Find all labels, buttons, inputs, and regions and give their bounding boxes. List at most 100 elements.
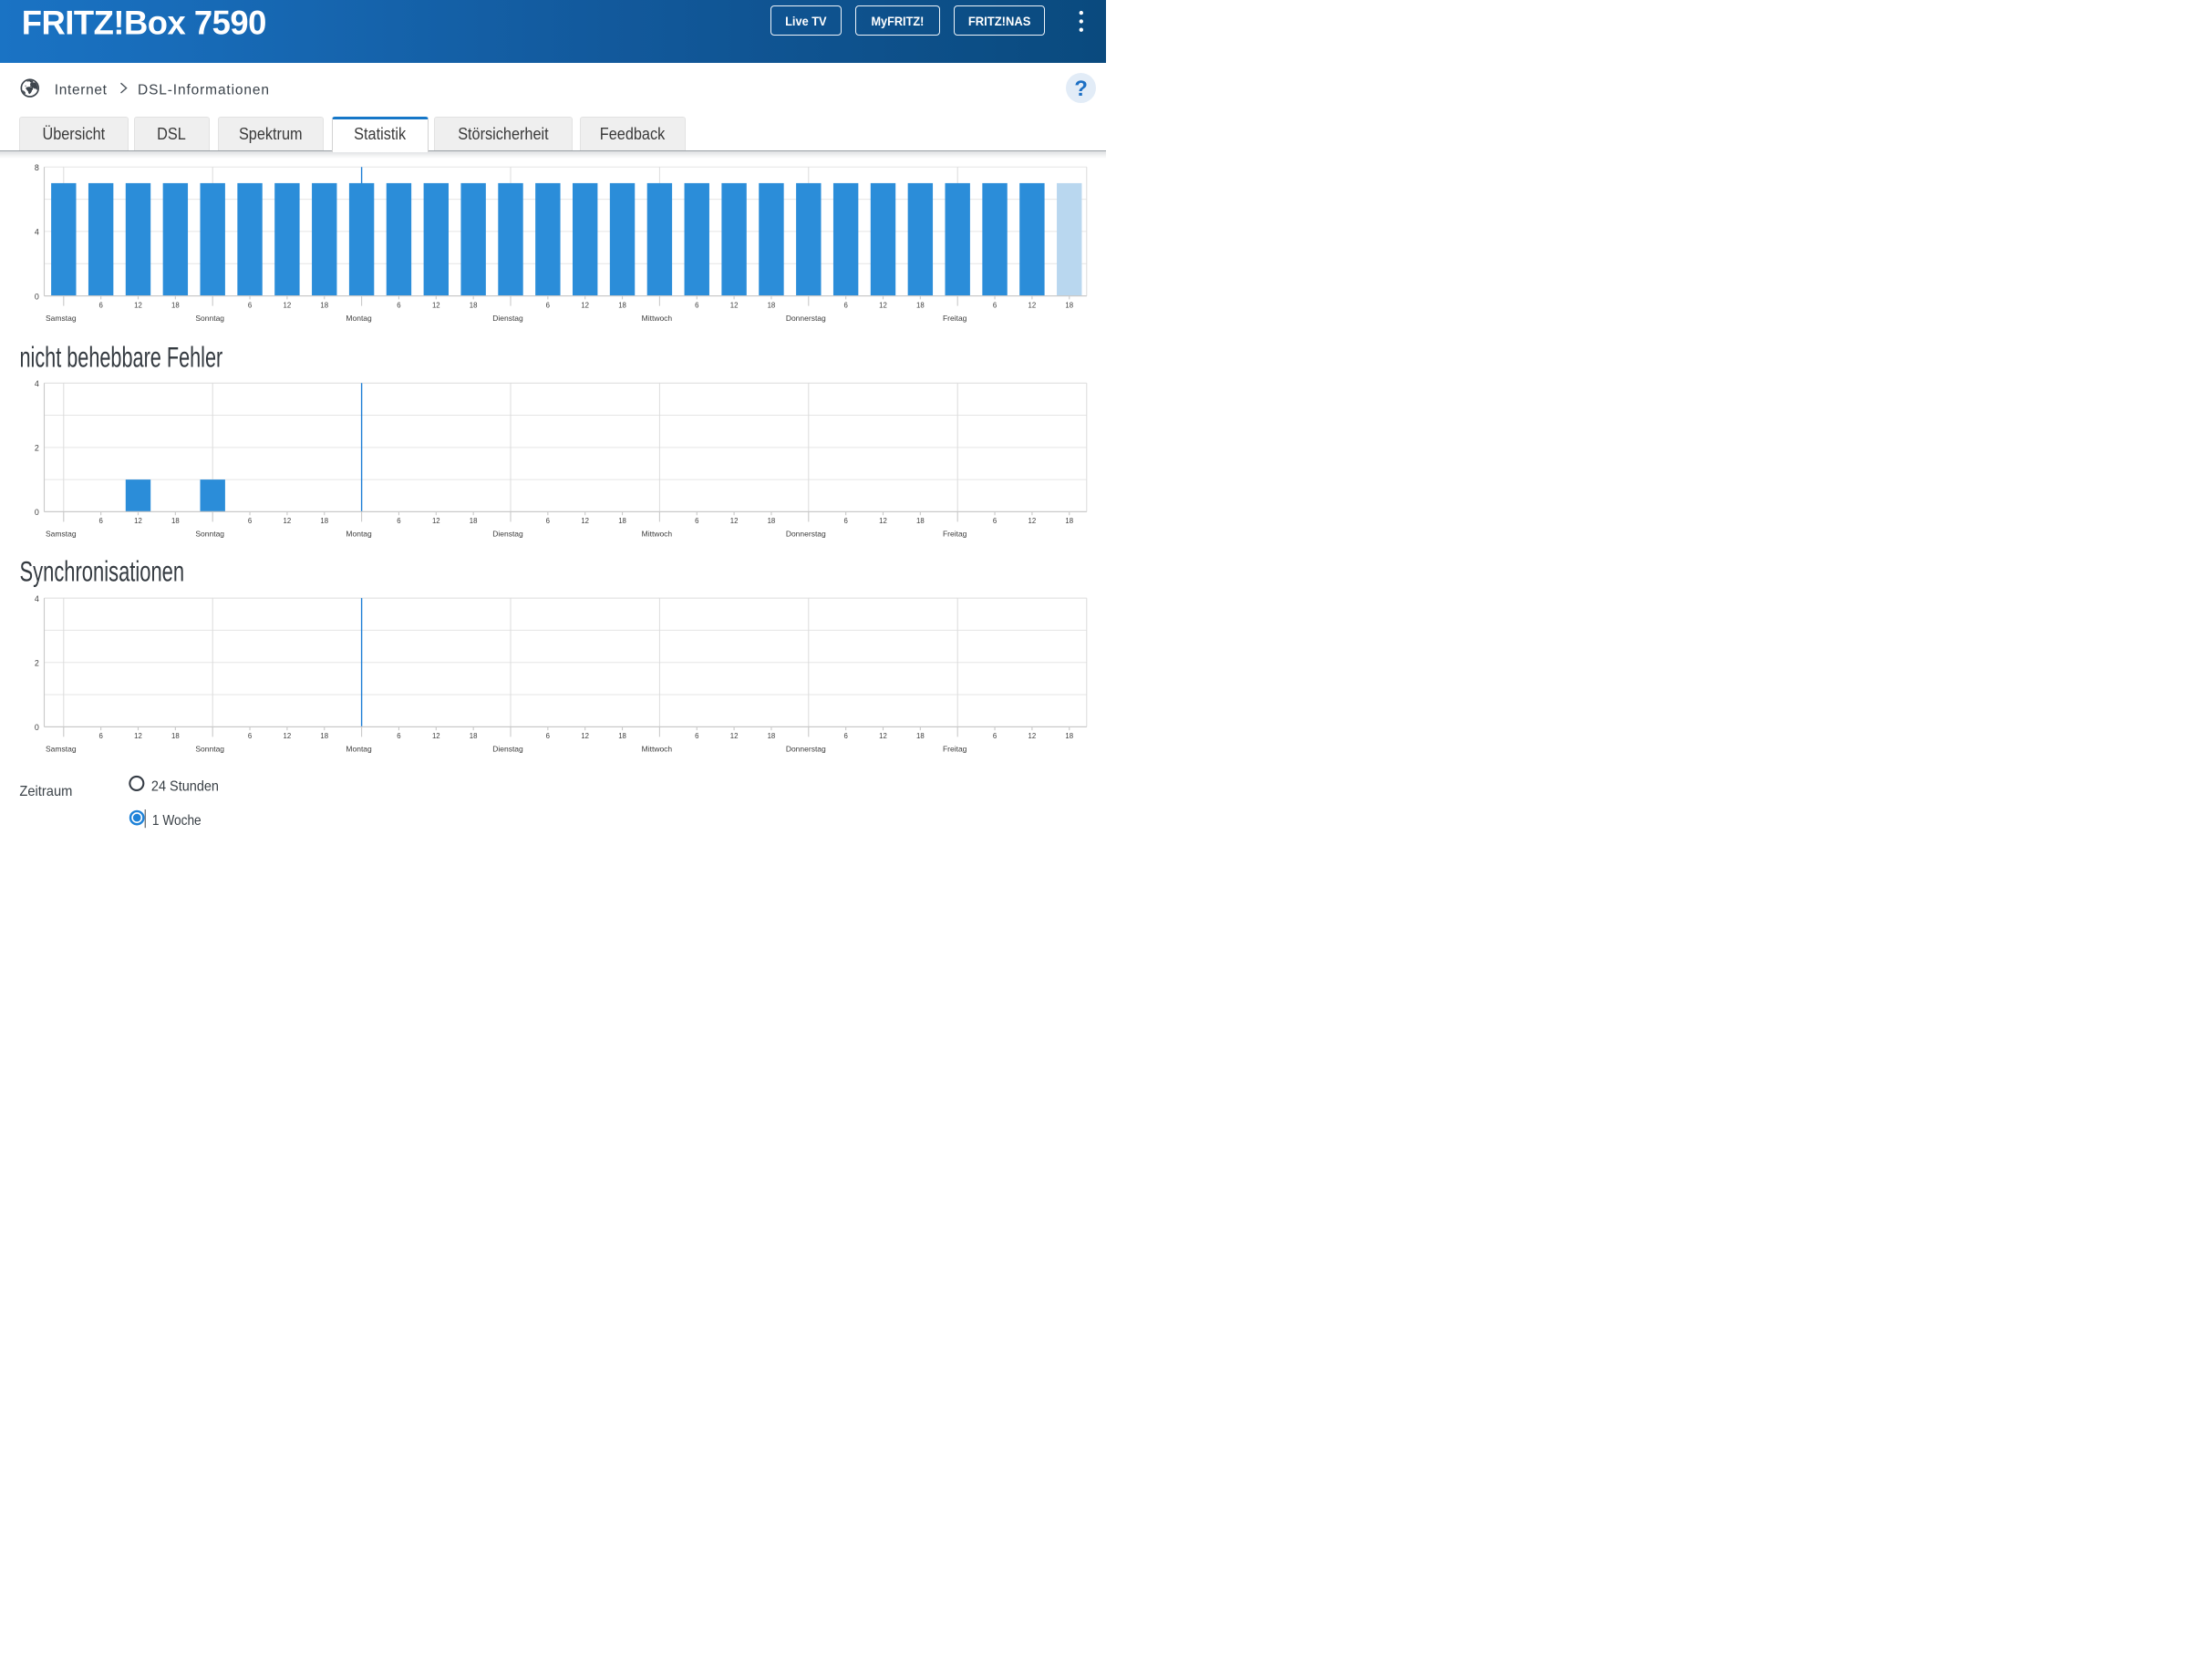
svg-text:6: 6	[843, 517, 847, 525]
svg-text:Montag: Montag	[346, 530, 372, 539]
svg-text:18: 18	[171, 732, 180, 740]
svg-text:Statistik: Statistik	[354, 124, 406, 143]
svg-text:12: 12	[879, 732, 887, 740]
svg-text:Samstag: Samstag	[46, 745, 77, 754]
svg-text:Samstag: Samstag	[46, 530, 77, 539]
svg-text:12: 12	[134, 517, 142, 525]
svg-text:12: 12	[284, 732, 292, 740]
svg-text:0: 0	[35, 508, 39, 517]
svg-text:18: 18	[171, 517, 180, 525]
svg-text:Sonntag: Sonntag	[195, 745, 224, 754]
svg-text:6: 6	[98, 301, 102, 309]
svg-text:6: 6	[248, 301, 252, 309]
svg-text:DSL-Informationen: DSL-Informationen	[138, 82, 270, 98]
svg-text:6: 6	[993, 517, 997, 525]
svg-text:Freitag: Freitag	[943, 314, 967, 323]
svg-text:2: 2	[35, 444, 39, 453]
svg-text:12: 12	[134, 301, 142, 309]
svg-text:18: 18	[1065, 517, 1073, 525]
svg-text:18: 18	[320, 301, 328, 309]
svg-text:18: 18	[618, 301, 626, 309]
svg-text:12: 12	[432, 732, 440, 740]
svg-text:1 Woche: 1 Woche	[152, 813, 202, 829]
svg-text:4: 4	[35, 594, 39, 603]
svg-text:12: 12	[879, 301, 887, 309]
svg-text:Übersicht: Übersicht	[42, 124, 105, 143]
svg-text:FRITZ!NAS: FRITZ!NAS	[968, 14, 1031, 28]
svg-text:18: 18	[1065, 301, 1073, 309]
svg-text:Live TV: Live TV	[785, 14, 827, 28]
svg-text:?: ?	[1074, 77, 1088, 101]
svg-text:Donnerstag: Donnerstag	[786, 314, 826, 323]
svg-text:Störsicherheit: Störsicherheit	[458, 124, 549, 143]
svg-text:4: 4	[35, 228, 39, 237]
svg-text:12: 12	[432, 517, 440, 525]
svg-text:18: 18	[470, 732, 478, 740]
svg-text:nicht behebbare Fehler: nicht behebbare Fehler	[20, 342, 223, 374]
svg-text:6: 6	[397, 301, 400, 309]
svg-text:Samstag: Samstag	[46, 314, 77, 323]
svg-text:12: 12	[1028, 301, 1037, 309]
svg-text:Mittwoch: Mittwoch	[642, 745, 673, 754]
svg-text:4: 4	[35, 379, 39, 388]
svg-text:Sonntag: Sonntag	[195, 530, 224, 539]
svg-text:Mittwoch: Mittwoch	[642, 530, 673, 539]
svg-text:Donnerstag: Donnerstag	[786, 530, 826, 539]
svg-text:12: 12	[284, 301, 292, 309]
svg-text:Dienstag: Dienstag	[492, 530, 523, 539]
svg-text:18: 18	[618, 732, 626, 740]
svg-text:12: 12	[879, 517, 887, 525]
svg-text:24 Stunden: 24 Stunden	[151, 778, 219, 795]
svg-text:Freitag: Freitag	[943, 530, 967, 539]
svg-text:Donnerstag: Donnerstag	[786, 745, 826, 754]
svg-text:6: 6	[397, 517, 400, 525]
svg-text:12: 12	[1028, 517, 1037, 525]
svg-text:12: 12	[730, 301, 739, 309]
svg-text:12: 12	[730, 732, 739, 740]
svg-text:Spektrum: Spektrum	[239, 124, 303, 143]
svg-text:Freitag: Freitag	[943, 745, 967, 754]
svg-text:6: 6	[397, 732, 400, 740]
svg-text:DSL: DSL	[157, 124, 186, 143]
svg-text:Sonntag: Sonntag	[195, 314, 224, 323]
svg-text:18: 18	[916, 301, 925, 309]
svg-text:Montag: Montag	[346, 314, 372, 323]
svg-text:MyFRITZ!: MyFRITZ!	[871, 14, 924, 28]
svg-text:12: 12	[432, 301, 440, 309]
svg-text:12: 12	[581, 517, 589, 525]
svg-text:Montag: Montag	[346, 745, 372, 754]
svg-text:Synchronisationen: Synchronisationen	[20, 555, 185, 588]
svg-text:12: 12	[581, 732, 589, 740]
svg-text:6: 6	[98, 732, 102, 740]
svg-text:12: 12	[730, 517, 739, 525]
svg-text:6: 6	[546, 732, 550, 740]
svg-text:Mittwoch: Mittwoch	[642, 314, 673, 323]
svg-text:12: 12	[581, 301, 589, 309]
svg-text:Feedback: Feedback	[600, 124, 666, 143]
svg-text:6: 6	[843, 301, 847, 309]
svg-text:8: 8	[35, 163, 39, 172]
svg-text:18: 18	[768, 517, 776, 525]
svg-text:18: 18	[470, 517, 478, 525]
svg-text:6: 6	[993, 732, 997, 740]
svg-text:18: 18	[470, 301, 478, 309]
svg-text:18: 18	[916, 517, 925, 525]
svg-text:6: 6	[695, 732, 698, 740]
svg-text:Internet: Internet	[55, 82, 108, 98]
svg-text:0: 0	[35, 292, 39, 301]
svg-text:18: 18	[768, 301, 776, 309]
svg-text:12: 12	[134, 732, 142, 740]
svg-text:6: 6	[546, 301, 550, 309]
svg-text:6: 6	[248, 732, 252, 740]
svg-text:6: 6	[993, 301, 997, 309]
svg-text:Dienstag: Dienstag	[492, 745, 523, 754]
svg-text:6: 6	[695, 517, 698, 525]
svg-text:6: 6	[98, 517, 102, 525]
svg-text:18: 18	[768, 732, 776, 740]
svg-text:12: 12	[1028, 732, 1037, 740]
svg-text:6: 6	[248, 517, 252, 525]
svg-text:18: 18	[916, 732, 925, 740]
svg-text:6: 6	[695, 301, 698, 309]
svg-text:Dienstag: Dienstag	[492, 314, 523, 323]
svg-text:12: 12	[284, 517, 292, 525]
